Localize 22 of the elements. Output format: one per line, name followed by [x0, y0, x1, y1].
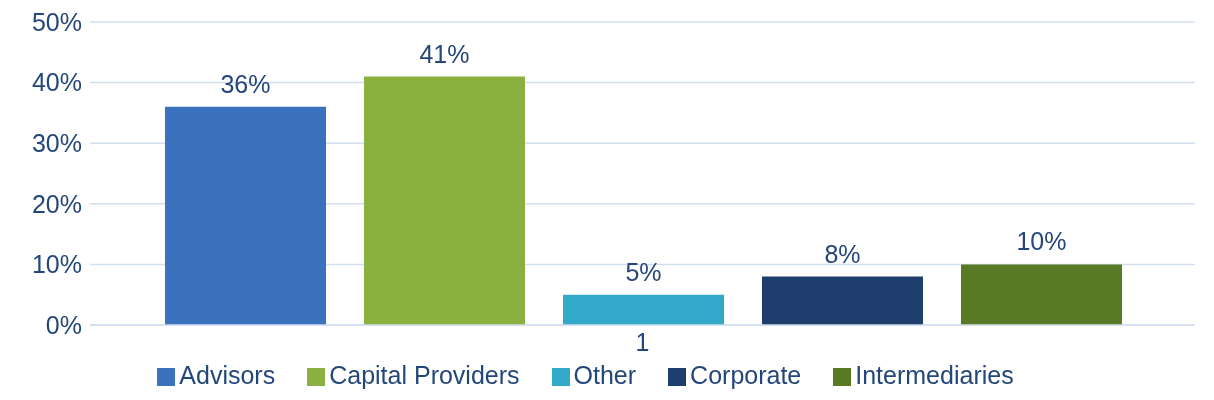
legend-label: Advisors	[179, 361, 276, 389]
y-tick-label: 0%	[45, 310, 82, 339]
y-tick-label: 10%	[31, 250, 82, 279]
y-tick-label: 20%	[31, 189, 82, 218]
legend-label: Capital Providers	[329, 361, 520, 389]
legend-label: Other	[573, 361, 637, 389]
bar	[165, 106, 326, 325]
legend-label: Intermediaries	[855, 361, 1014, 389]
y-tick-label: 40%	[31, 68, 82, 97]
data-label: 36%	[220, 69, 271, 98]
bar	[961, 264, 1122, 325]
legend-label: Corporate	[690, 361, 802, 389]
data-label: 8%	[824, 239, 861, 268]
data-label: 5%	[625, 257, 662, 286]
data-label: 41%	[419, 39, 470, 68]
bar	[762, 276, 923, 325]
y-tick-label: 30%	[31, 129, 82, 158]
x-tick-label: 1	[635, 327, 650, 356]
bar	[364, 76, 525, 325]
bar	[563, 294, 724, 325]
data-label: 10%	[1016, 227, 1067, 256]
y-tick-label: 50%	[31, 7, 82, 36]
